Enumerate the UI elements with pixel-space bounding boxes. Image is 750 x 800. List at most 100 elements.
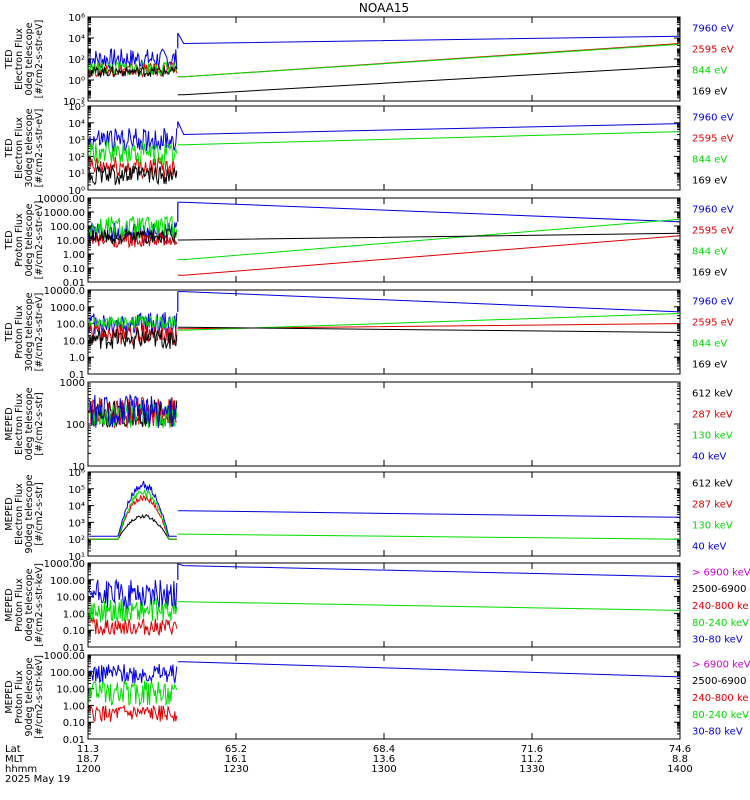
ylabel-line: Proton Flux [14, 213, 25, 267]
channel-label: 2500-6900 [692, 676, 747, 687]
channel-label: 80-240 keV [692, 710, 749, 721]
series-line [177, 661, 681, 678]
ytick-label: 10² [68, 535, 85, 546]
channel-label: 2595 eV [692, 318, 734, 329]
footer-tick-mlt: 18.7 [77, 754, 99, 765]
ylabel-line: Proton Flux [14, 305, 25, 359]
series-burst [88, 141, 178, 166]
series-red [88, 231, 681, 276]
ytick-label: 1000 [60, 378, 85, 389]
series-line [177, 201, 681, 223]
series-blue [88, 121, 681, 153]
ylabel-line: Proton Flux [14, 670, 25, 724]
ytick-label: 10¹ [68, 169, 85, 180]
ytick-label: 10⁰ [68, 186, 85, 197]
footer-tick-hhmm: 1330 [519, 764, 544, 775]
ylabel-line: Electron Flux [14, 483, 25, 545]
series-green [88, 215, 681, 261]
ytick-label: 0.01 [63, 735, 85, 746]
series-line [177, 43, 681, 78]
panel-3: 0.01 0.10 1.00 10.00 100.00 1000.00 10000.00 TE… [4, 194, 734, 289]
panel-5: 10 100 1000 MEPED Electron Flux 0deg telescop… [4, 378, 733, 473]
channel-label: 30-80 keV [692, 727, 743, 738]
ytick-label: 10⁵ [68, 102, 85, 113]
ytick-label: 10.0 [63, 336, 85, 347]
channel-label: 7960 eV [692, 205, 734, 216]
channel-label: 169 eV [692, 360, 727, 371]
ytick-label: 1.0 [69, 353, 85, 364]
ytick-label: 1.00 [63, 701, 85, 712]
series-blue [88, 32, 681, 70]
channel-label: 844 eV [692, 66, 727, 77]
panel-2: 10⁰ 10¹ 10² 10³ 10⁴ 10⁵ TED Electron Flux 30deg … [4, 102, 734, 197]
series-burst [88, 215, 178, 240]
ytick-label: 0.10 [63, 264, 85, 275]
ytick-label: 1000.00 [44, 208, 85, 219]
series-black [88, 326, 681, 350]
series-line [177, 533, 681, 540]
ylabel-line: MEPED [4, 680, 15, 713]
footer-tick-hhmm: 1200 [75, 764, 100, 775]
series-blue [89, 480, 681, 537]
channel-label: 40 keV [692, 452, 726, 463]
channel-label: 287 keV [692, 410, 733, 421]
series-burst [88, 312, 178, 336]
series-line [177, 32, 681, 45]
series-burst [88, 403, 178, 429]
channel-label: 7960 eV [692, 24, 734, 35]
ytick-label: 0.10 [63, 626, 85, 637]
footer-row-label: Lat [5, 744, 21, 755]
footer-tick-lat: 68.4 [373, 744, 395, 755]
panel-frame [87, 381, 681, 467]
channel-label: 7960 eV [692, 297, 734, 308]
series-burst [88, 704, 178, 722]
ylabel-line: Electron Flux [14, 28, 25, 90]
series-green [88, 313, 681, 331]
channel-label: 169 eV [692, 87, 727, 98]
panel-4: 0.1 1.0 10.0 100.0 1000.0 10000.0 TED Proton Fl… [4, 286, 734, 381]
series-black [88, 228, 681, 246]
ytick-label: 10⁴ [68, 34, 85, 45]
channel-label: 169 eV [692, 176, 727, 187]
channel-label: 80-240 keV [692, 618, 749, 629]
channel-label: 7960 eV [692, 113, 734, 124]
ytick-label: 0.01 [63, 278, 85, 289]
ytick-label: 10⁻² [63, 97, 85, 108]
ylabel-line: 0deg telescope [24, 568, 35, 641]
ylabel-line: MEPED [4, 407, 15, 440]
footer-tick-lat: 11.3 [77, 744, 99, 755]
series-line [177, 232, 681, 241]
ytick-label: 10¹ [68, 552, 85, 563]
footer-tick-hhmm: 1300 [371, 764, 396, 775]
ytick-label: 10⁶ [68, 13, 85, 24]
channel-label: 844 eV [692, 339, 727, 350]
channel-label: 169 eV [692, 268, 727, 279]
series-burst [88, 64, 178, 79]
panel-frame [87, 105, 681, 191]
series-line [177, 65, 681, 96]
ylabel-line: MEPED [4, 497, 15, 530]
ylabel-line: Proton Flux [14, 578, 25, 632]
footer-tick-lat: 74.6 [669, 744, 691, 755]
ytick-label: 1000.00 [44, 559, 85, 570]
series-burst [88, 163, 178, 186]
ylabel-line: 0deg telescope [24, 387, 35, 460]
series-burst [88, 48, 178, 70]
ytick-label: 10² [68, 152, 85, 163]
ylabel-line: TED [4, 322, 15, 342]
footer-row-label: 2025 May 19 [5, 774, 70, 785]
ytick-label: 10⁰ [68, 76, 85, 87]
series-line [177, 326, 681, 333]
ytick-label: 10.00 [56, 685, 85, 696]
channel-label: 844 eV [692, 247, 727, 258]
footer-tick-mlt: 13.6 [373, 754, 395, 765]
ytick-label: 10 [72, 462, 85, 473]
channel-label: 612 keV [692, 479, 733, 490]
panel-frame [87, 471, 681, 557]
ytick-label: 10⁶ [68, 468, 85, 479]
ylabel-line: [#/cm2-s-str-eV] [34, 293, 45, 372]
panel-7: 0.01 0.10 1.00 10.00 100.00 1000.00 MEPED Proto… [4, 559, 750, 654]
series-blue [88, 291, 681, 336]
series-burst [88, 578, 178, 610]
series-green [89, 489, 681, 540]
